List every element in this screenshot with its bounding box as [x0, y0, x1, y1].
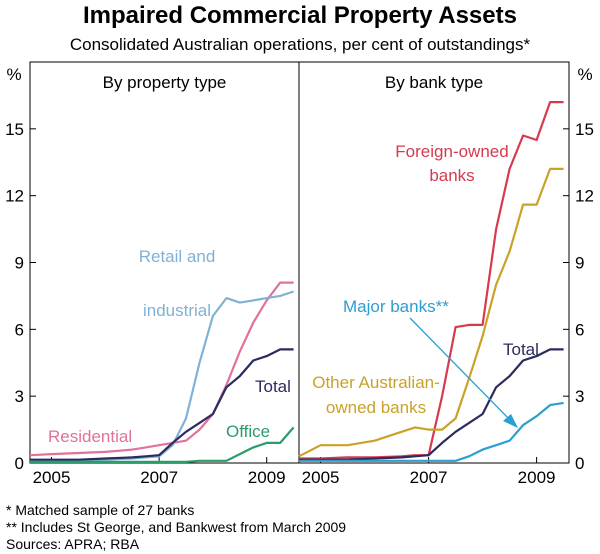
series-label-total-right: Total [503, 340, 539, 359]
y-tick-label-left: 9 [15, 254, 24, 273]
annotation-arrow-head [503, 414, 518, 428]
y-tick-label-right: 15 [575, 120, 594, 139]
series-line-foreign-owned-banks [299, 100, 564, 460]
series-label-office: Office [226, 422, 270, 441]
series-label-total-left: Total [255, 377, 291, 396]
series-line-total [299, 348, 564, 461]
chart-title: Impaired Commercial Property Assets [83, 2, 517, 29]
footnote-2: ** Includes St George, and Bankwest from… [6, 519, 347, 535]
series-line-residential [29, 281, 294, 457]
y-tick-label-right: 12 [575, 187, 594, 206]
panel-title-property-type: By property type [103, 73, 227, 92]
y-tick-label-left: 0 [15, 454, 24, 473]
x-tick-label: 2007 [140, 468, 178, 487]
x-tick-label: 2009 [518, 468, 556, 487]
x-tick-label: 2007 [410, 468, 448, 487]
y-tick-label-right: 0 [575, 454, 584, 473]
series-label-foreign-owned: banks [429, 166, 474, 185]
annotation-arrow-line [409, 317, 511, 421]
y-tick-label-left: 12 [5, 187, 24, 206]
series-line-other-australian-owned-banks [298, 167, 564, 458]
y-tick-label-left: 3 [15, 387, 24, 406]
annotation-major-banks: Major banks** [343, 297, 449, 316]
series-label-residential: Residential [48, 427, 132, 446]
x-tick-label: 2009 [248, 468, 286, 487]
series-line-major-banks- [299, 401, 564, 462]
y-tick-label-left: 6 [15, 320, 24, 339]
series-line-total [30, 348, 294, 461]
panel-title-bank-type: By bank type [385, 73, 483, 92]
y-tick-label-right: 3 [575, 387, 584, 406]
x-tick-label: 2005 [302, 468, 340, 487]
series-line-retail-and-industrial [30, 290, 294, 462]
chart-subtitle: Consolidated Australian operations, per … [69, 35, 531, 54]
series-line-office [30, 426, 295, 463]
y-tick-label-right: 6 [575, 320, 584, 339]
series-label-retail-industrial: Retail and [139, 247, 216, 266]
y-tick-label-left: 15 [5, 120, 24, 139]
y-unit-right: % [577, 65, 592, 84]
y-unit-left: % [6, 65, 21, 84]
footnote-sources: Sources: APRA; RBA [6, 536, 140, 552]
series-label-foreign-owned: Foreign-owned [395, 142, 508, 161]
y-tick-label-right: 9 [575, 254, 584, 273]
series-label-other-australian: Other Australian- [312, 373, 440, 392]
series-label-retail-industrial: industrial [143, 301, 211, 320]
x-tick-label: 2005 [33, 468, 71, 487]
series-label-other-australian: owned banks [326, 398, 426, 417]
footnote-1: * Matched sample of 27 banks [6, 502, 195, 518]
